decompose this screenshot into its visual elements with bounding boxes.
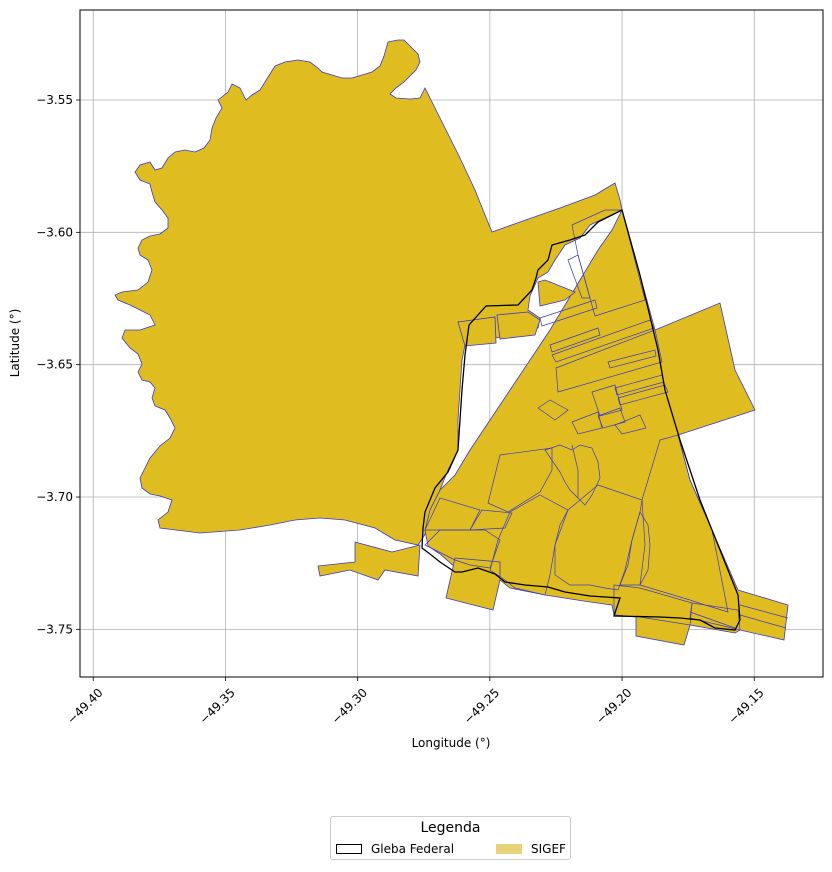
sigef-parcel-outline <box>567 254 591 299</box>
sigef-parcel-outline <box>619 511 651 586</box>
x-tick-label: −49.35 <box>197 686 238 727</box>
y-tick-label: −3.70 <box>36 490 73 504</box>
x-axis-ticks: −49.40 −49.35 −49.30 −49.25 −49.20 −49.15 <box>64 677 767 727</box>
sigef-parcel-outline <box>739 604 789 619</box>
sigef-parcel <box>537 279 576 307</box>
y-tick-label: −3.65 <box>36 358 73 372</box>
legend-item-sigef: SIGEF <box>496 842 566 856</box>
sigef-parcel-outline <box>689 611 736 629</box>
sigef-parcel-outline <box>537 399 569 421</box>
x-tick-label: −49.25 <box>461 686 502 727</box>
x-axis-label: Longitude (°) <box>412 736 491 750</box>
sigef-parcel <box>317 541 421 581</box>
legend-item-gleba-federal: Gleba Federal <box>336 842 454 856</box>
sigef-parcel-outline <box>549 327 601 353</box>
y-tick-label: −3.60 <box>36 225 73 239</box>
legend-swatch-sigef <box>496 844 522 854</box>
sigef-parcel-outline <box>607 349 657 369</box>
sigef-parcel-outline <box>424 529 501 569</box>
x-tick-label: −49.30 <box>329 686 370 727</box>
y-tick-label: −3.75 <box>36 622 73 636</box>
sigef-parcel-outline <box>614 414 647 435</box>
sigef-parcel-outline <box>571 444 579 498</box>
sigef-parcel <box>496 311 541 340</box>
sigef-parcel-outline <box>551 319 655 363</box>
x-tick-label: −49.40 <box>64 686 105 727</box>
sigef-parcel-outline <box>571 411 603 435</box>
sigef-parcel-outline <box>489 494 569 596</box>
sigef-parcel-outline <box>689 602 741 631</box>
sigef-parcel-outline <box>469 509 513 531</box>
gleba-federal-boundary <box>421 209 741 631</box>
x-tick-label: −49.20 <box>593 686 634 727</box>
sigef-parcel-outline <box>555 329 663 393</box>
x-tick-label: −49.15 <box>725 686 766 727</box>
sigef-parcel <box>457 316 497 347</box>
sigef-parcel <box>114 39 623 546</box>
y-axis-ticks: −3.55 −3.60 −3.65 −3.70 −3.75 <box>36 93 80 636</box>
sigef-parcel <box>424 208 789 646</box>
legend-label: Gleba Federal <box>371 842 455 856</box>
legend: Legenda Gleba Federal SIGEF <box>330 816 571 860</box>
y-tick-label: −3.55 <box>36 93 73 107</box>
y-axis-label: Latitude (°) <box>8 309 22 378</box>
legend-title: Legenda <box>420 820 481 836</box>
sigef-parcel-outline <box>539 299 598 327</box>
plot-frame <box>79 9 824 678</box>
legend-swatch-gleba-federal <box>336 844 362 854</box>
sigef-parcel-outline <box>591 384 623 417</box>
sigef-parcel-outline <box>617 384 669 406</box>
sigef-parcel-outline <box>739 614 787 629</box>
legend-label: SIGEF <box>531 842 566 856</box>
